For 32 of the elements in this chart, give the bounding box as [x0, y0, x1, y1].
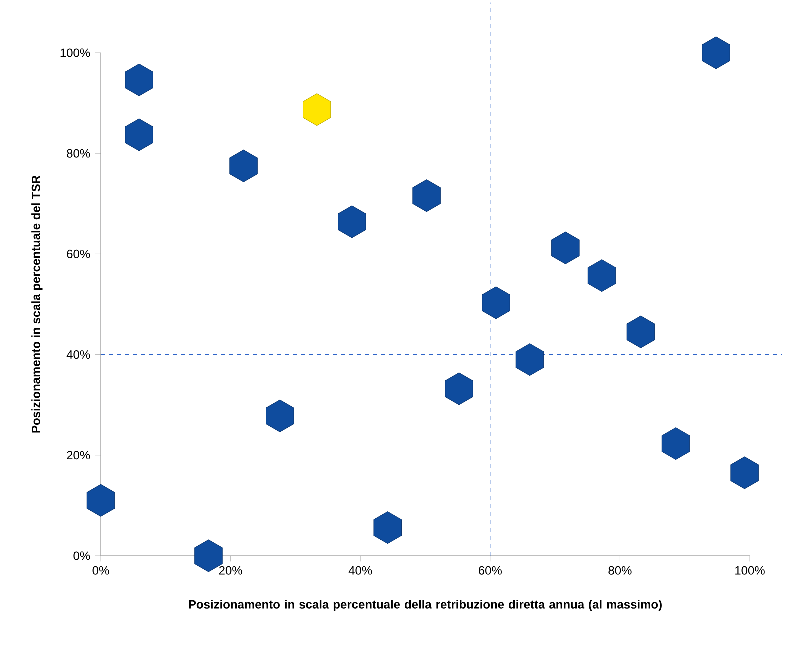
point — [730, 456, 759, 490]
point — [516, 344, 544, 376]
point — [338, 206, 366, 238]
x-axis-title: Posizionamento in scala percentuale della retribuzione diretta annua (al massimo) — [189, 600, 662, 612]
point — [626, 316, 656, 348]
x-tick-label: 100% — [736, 566, 765, 575]
point — [374, 512, 402, 544]
y-tick-label: 40% — [66, 350, 90, 360]
point — [266, 400, 294, 432]
point — [482, 286, 510, 320]
y-tick-label: 80% — [67, 149, 90, 158]
point — [445, 372, 474, 406]
point — [230, 150, 258, 182]
point — [86, 484, 116, 517]
point — [702, 36, 730, 70]
x-tick-label: 40% — [348, 566, 372, 575]
point — [662, 428, 690, 460]
y-tick-label: 20% — [67, 451, 90, 460]
x-tick-label: 80% — [608, 566, 632, 575]
point — [412, 180, 441, 212]
y-axis-title: Posizionamento in scala percentuale del TSR — [32, 176, 43, 433]
y-tick-label: 100% — [60, 48, 90, 58]
point — [588, 260, 616, 292]
point — [125, 64, 154, 96]
x-tick-label: 0% — [92, 566, 110, 575]
x-tick-label: 20% — [219, 566, 242, 575]
y-tick-label: 0% — [74, 552, 90, 560]
point — [302, 94, 332, 126]
x-tick-label: 60% — [479, 566, 502, 575]
point — [125, 118, 154, 152]
point — [552, 232, 580, 264]
y-tick-label: 60% — [67, 250, 90, 258]
